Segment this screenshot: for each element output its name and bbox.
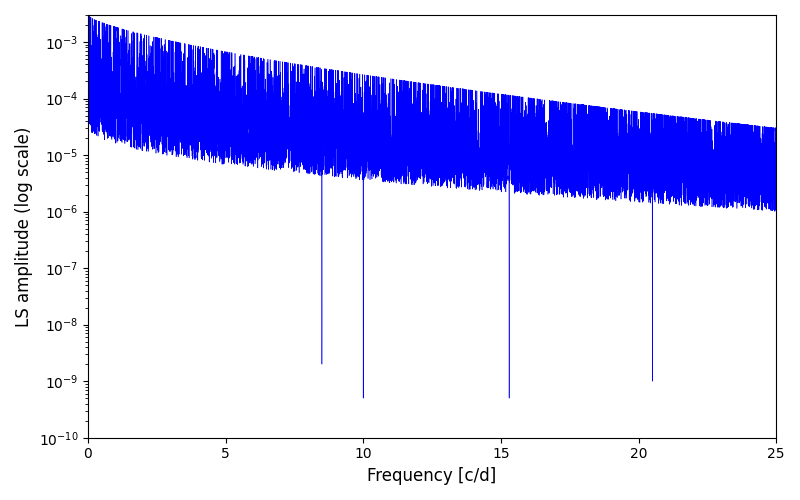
X-axis label: Frequency [c/d]: Frequency [c/d] (367, 467, 497, 485)
Y-axis label: LS amplitude (log scale): LS amplitude (log scale) (15, 126, 33, 326)
